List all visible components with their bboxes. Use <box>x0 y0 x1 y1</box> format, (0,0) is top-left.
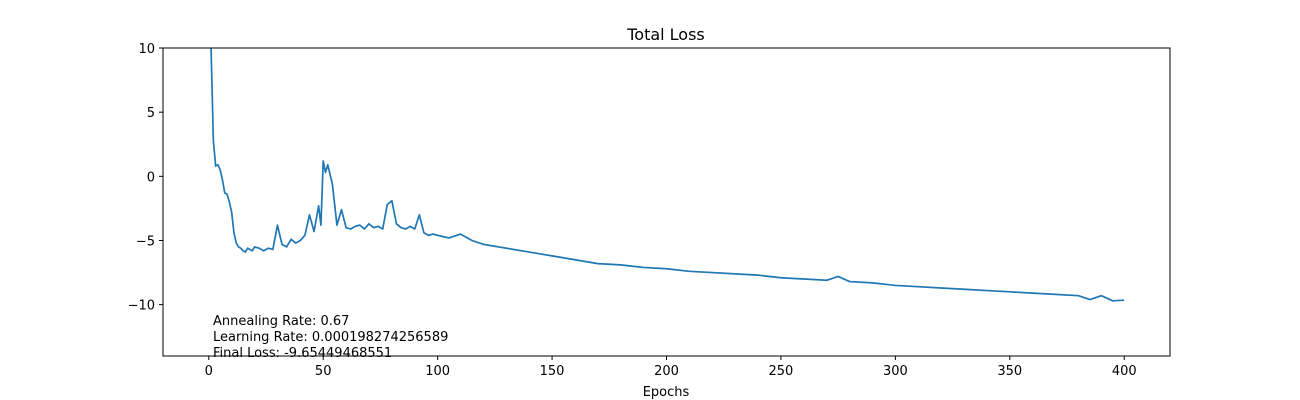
x-tick-label: 0 <box>205 364 213 379</box>
plot-content <box>210 48 1125 302</box>
y-tick-label: −10 <box>128 299 155 314</box>
y-tick-label: 5 <box>147 106 155 121</box>
y-tick-label: −5 <box>136 235 155 250</box>
annotation-line: Annealing Rate: 0.67 <box>213 314 349 329</box>
chart-title: Total Loss <box>626 25 705 44</box>
x-axis-label: Epochs <box>643 385 690 400</box>
x-tick-label: 150 <box>540 364 565 379</box>
x-tick-label: 50 <box>315 364 332 379</box>
x-tick-label: 100 <box>425 364 450 379</box>
x-tick-label: 250 <box>769 364 794 379</box>
x-tick-label: 300 <box>883 364 908 379</box>
y-tick-label: 0 <box>147 170 155 185</box>
annotation-line: Final Loss: -9.65449468551 <box>213 346 392 361</box>
x-axis-ticks: 0 50 100 150 200 250 300 350 400 <box>205 356 1137 379</box>
x-tick-label: 400 <box>1112 364 1137 379</box>
y-axis-ticks: −10 −5 0 5 10 <box>128 42 163 314</box>
x-tick-label: 350 <box>997 364 1022 379</box>
y-tick-label: 10 <box>138 42 155 57</box>
annotation-line: Learning Rate: 0.000198274256589 <box>213 330 448 345</box>
series-line-0 <box>210 48 1125 302</box>
x-tick-label: 200 <box>654 364 679 379</box>
